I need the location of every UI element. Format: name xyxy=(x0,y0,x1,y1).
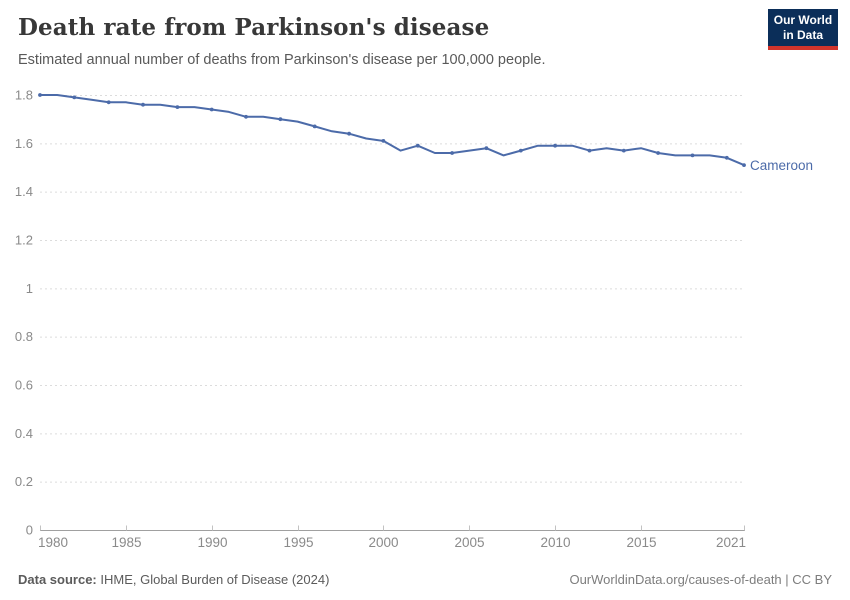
data-point[interactable] xyxy=(312,124,317,129)
x-tick-label: 2021 xyxy=(716,535,746,550)
data-point[interactable] xyxy=(381,139,386,143)
data-point[interactable] xyxy=(587,148,592,153)
chart-subtitle: Estimated annual number of deaths from P… xyxy=(18,52,546,68)
chart-title: Death rate from Parkinson's disease xyxy=(18,14,490,41)
x-tick-label: 1985 xyxy=(111,535,141,550)
data-point[interactable] xyxy=(484,146,489,151)
y-tick-label: 0.6 xyxy=(15,378,33,393)
data-source-text: Data source: IHME, Global Burden of Dise… xyxy=(18,572,329,587)
y-tick-label: 0 xyxy=(26,523,33,538)
data-line-cameroon[interactable] xyxy=(39,94,745,167)
x-tick-label: 1990 xyxy=(197,535,227,550)
data-source-label: Data source: xyxy=(18,572,97,587)
data-point[interactable] xyxy=(244,114,248,119)
x-tick-label: 1980 xyxy=(38,535,68,550)
y-tick-label: 0.4 xyxy=(15,426,33,441)
chart-footer: Data source: IHME, Global Burden of Dise… xyxy=(0,572,850,592)
data-point[interactable] xyxy=(209,107,214,112)
owid-logo-line2: in Data xyxy=(782,27,823,42)
data-point[interactable] xyxy=(724,155,729,160)
data-source-value: IHME, Global Burden of Disease (2024) xyxy=(96,572,330,587)
x-tick-label: 2000 xyxy=(368,535,398,550)
y-tick-label: 0.8 xyxy=(15,329,33,344)
x-tick-label: 1995 xyxy=(283,535,313,550)
data-point[interactable] xyxy=(38,93,42,97)
series-end-label[interactable]: Cameroon xyxy=(750,158,813,173)
owid-logo-line1: Our World xyxy=(773,12,833,27)
owid-logo[interactable]: Our World in Data xyxy=(768,9,838,50)
data-point[interactable] xyxy=(553,143,557,148)
data-point[interactable] xyxy=(415,143,420,148)
data-point[interactable] xyxy=(621,148,626,153)
owid-link-text[interactable]: OurWorldinData.org/causes-of-death | CC … xyxy=(569,572,832,587)
data-point[interactable] xyxy=(106,100,111,105)
y-tick-label: 1 xyxy=(26,281,33,296)
data-point[interactable] xyxy=(278,117,283,122)
y-tick-label: 1.8 xyxy=(15,88,33,103)
data-point[interactable] xyxy=(141,102,145,107)
data-point[interactable] xyxy=(656,151,660,155)
y-tick-label: 0.2 xyxy=(15,474,33,489)
data-point[interactable] xyxy=(518,148,523,153)
data-point[interactable] xyxy=(690,153,695,158)
x-tick-label: 2010 xyxy=(540,535,570,550)
x-tick-label: 2005 xyxy=(454,535,484,550)
data-point[interactable] xyxy=(347,131,351,136)
data-point[interactable] xyxy=(175,105,180,109)
y-tick-label: 1.4 xyxy=(15,184,33,199)
x-tick-label: 2015 xyxy=(626,535,656,550)
data-point[interactable] xyxy=(72,95,77,100)
data-point[interactable] xyxy=(742,163,746,168)
data-point[interactable] xyxy=(450,151,454,155)
y-tick-label: 1.2 xyxy=(15,233,33,248)
y-tick-label: 1.6 xyxy=(15,136,33,151)
